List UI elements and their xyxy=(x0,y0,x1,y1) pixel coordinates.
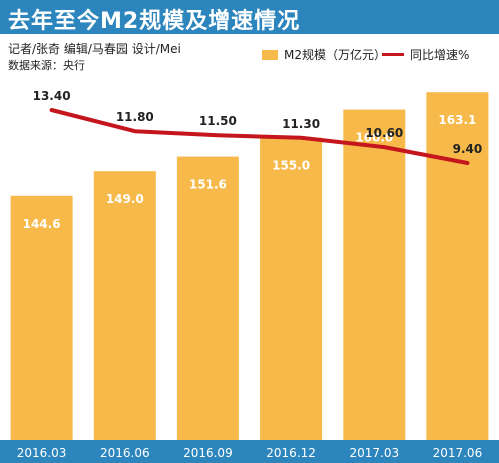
growth-value-label: 9.40 xyxy=(453,142,483,156)
bar-value-label: 155.0 xyxy=(272,159,310,173)
data-source: 数据来源：央行 xyxy=(8,59,85,72)
x-tick-label: 2016.06 xyxy=(100,446,150,460)
legend-swatch-line xyxy=(382,53,404,56)
bar-2016.03 xyxy=(10,195,73,440)
x-tick-label: 2016.09 xyxy=(183,446,233,460)
bar-2016.09 xyxy=(176,156,239,440)
growth-value-label: 11.80 xyxy=(116,110,154,124)
legend-swatch-bar xyxy=(262,49,278,60)
bar-value-label: 151.6 xyxy=(189,178,227,192)
x-axis-band xyxy=(0,440,499,463)
legend-item-m2: M2规模（万亿元） xyxy=(262,46,386,63)
bar-2017.06 xyxy=(426,92,489,440)
x-tick-label: 2017.03 xyxy=(349,446,399,460)
bar-value-label: 160.0 xyxy=(355,131,393,145)
legend-label-growth: 同比增速% xyxy=(410,48,470,62)
growth-line xyxy=(49,108,470,165)
credit-line: 记者/张奇 编辑/马春园 设计/Mei xyxy=(8,42,181,56)
growth-value-label: 10.60 xyxy=(365,126,403,140)
bar-2016.12 xyxy=(260,137,323,440)
chart-title: 去年至今M2规模及增速情况 xyxy=(8,9,301,34)
bar-2016.06 xyxy=(93,171,156,440)
growth-value-label: 11.30 xyxy=(282,117,320,131)
legend-label-m2: M2规模（万亿元） xyxy=(284,48,386,62)
growth-value-label: 11.50 xyxy=(199,114,237,128)
bar-value-label: 163.1 xyxy=(438,113,476,127)
bar-2017.03 xyxy=(343,109,406,440)
x-tick-label: 2017.06 xyxy=(433,446,483,460)
x-tick-label: 2016.03 xyxy=(17,446,67,460)
bar-value-label: 144.6 xyxy=(23,217,61,231)
legend-item-growth: 同比增速% xyxy=(382,46,469,63)
title-banner: 去年至今M2规模及增速情况 xyxy=(0,0,499,34)
bar-value-label: 149.0 xyxy=(106,192,144,206)
growth-value-label: 13.40 xyxy=(33,89,71,103)
x-tick-label: 2016.12 xyxy=(266,446,316,460)
